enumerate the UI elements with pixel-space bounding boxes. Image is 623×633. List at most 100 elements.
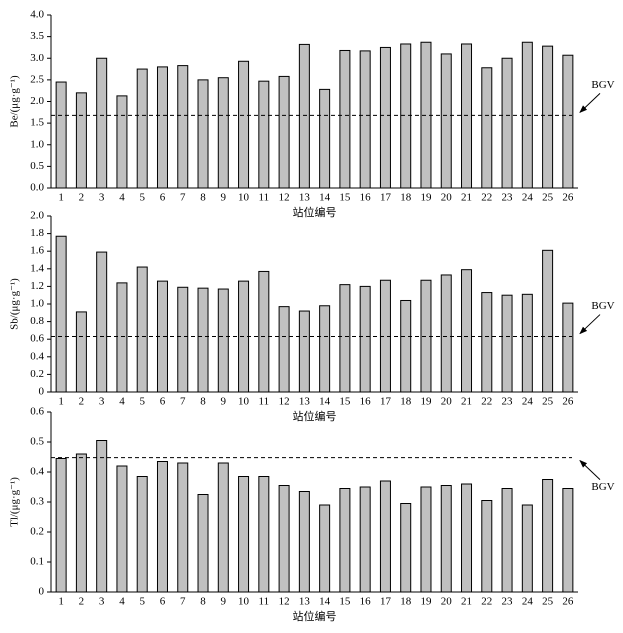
x-tick-label: 12 — [279, 396, 290, 408]
x-tick-label: 18 — [400, 396, 412, 408]
x-tick-label: 7 — [180, 396, 186, 408]
y-tick-label: 0.1 — [30, 556, 44, 568]
x-tick-label: 23 — [502, 396, 514, 408]
reference-arrow — [579, 92, 601, 114]
x-tick-label: 15 — [339, 192, 351, 204]
x-tick-label: 13 — [299, 192, 311, 204]
bar — [319, 88, 331, 189]
y-tick-label: 0.5 — [30, 160, 44, 172]
x-tick-label: 25 — [542, 396, 554, 408]
x-tick-label: 20 — [441, 192, 453, 204]
x-tick-label: 15 — [339, 396, 351, 408]
x-tick-label: 21 — [461, 596, 472, 608]
bar — [379, 480, 391, 593]
bar — [197, 494, 209, 593]
y-tick-label: 0.2 — [30, 526, 44, 538]
bar — [177, 286, 189, 393]
bar — [521, 293, 533, 393]
x-tick-label: 1 — [58, 396, 64, 408]
x-tick-label: 5 — [139, 396, 145, 408]
bar — [136, 68, 148, 189]
x-tick-label: 20 — [441, 596, 453, 608]
reference-label: BGV — [591, 79, 614, 91]
x-tick-label: 4 — [119, 192, 125, 204]
y-tick-label: 2.0 — [30, 95, 44, 107]
bar — [258, 80, 270, 189]
y-tick-label: 1.8 — [30, 227, 44, 239]
x-tick-label: 5 — [139, 192, 145, 204]
bar — [278, 485, 290, 593]
bar — [481, 67, 493, 189]
x-tick-label: 12 — [279, 192, 290, 204]
bar — [258, 270, 270, 393]
bar — [319, 305, 331, 393]
y-tick-label: 2.0 — [30, 210, 44, 222]
bar — [55, 235, 67, 393]
bar — [440, 274, 452, 393]
x-tick-label: 1 — [58, 192, 64, 204]
x-tick-label: 14 — [319, 396, 331, 408]
bar — [298, 43, 310, 189]
x-tick-label: 7 — [180, 596, 186, 608]
bar — [75, 92, 87, 189]
x-tick-label: 19 — [420, 596, 432, 608]
x-tick-label: 21 — [461, 192, 472, 204]
x-tick-label: 7 — [180, 192, 186, 204]
bar — [521, 504, 533, 593]
x-tick-label: 25 — [542, 596, 554, 608]
bar — [562, 302, 574, 393]
bar — [359, 285, 371, 393]
x-tick-label: 18 — [400, 596, 412, 608]
bar — [156, 461, 168, 593]
y-tick-label: 0.4 — [30, 350, 44, 362]
x-axis-title: 站位编号 — [293, 609, 337, 623]
bar — [440, 485, 452, 593]
bar — [217, 77, 229, 189]
x-tick-label: 22 — [481, 396, 492, 408]
x-tick-label: 2 — [79, 396, 85, 408]
y-tick-label: 0.5 — [30, 436, 44, 448]
y-tick-label: 3.0 — [30, 52, 44, 64]
x-tick-label: 2 — [79, 192, 85, 204]
bar — [542, 479, 554, 593]
bar — [136, 476, 148, 593]
x-tick-label: 22 — [481, 596, 492, 608]
y-tick-label: 1.5 — [30, 117, 44, 129]
y-tick-label: 1.2 — [30, 280, 44, 292]
y-tick-label: 1.6 — [30, 245, 44, 257]
x-tick-label: 10 — [238, 596, 250, 608]
x-axis-title: 站位编号 — [293, 205, 337, 219]
y-axis-title: Be/(μg·g⁻¹) — [9, 75, 21, 128]
bar — [156, 66, 168, 189]
bar — [319, 504, 331, 593]
x-tick-label: 24 — [522, 596, 534, 608]
x-tick-label: 10 — [238, 192, 250, 204]
bar — [298, 491, 310, 593]
bar — [238, 476, 250, 593]
bar — [440, 53, 452, 189]
x-tick-label: 21 — [461, 396, 472, 408]
bar — [400, 503, 412, 593]
x-tick-label: 11 — [259, 396, 270, 408]
bar — [420, 486, 432, 593]
bar — [278, 75, 290, 189]
x-tick-label: 26 — [562, 192, 574, 204]
x-tick-label: 9 — [221, 396, 227, 408]
bar — [197, 287, 209, 393]
x-tick-label: 17 — [380, 596, 392, 608]
bar — [542, 249, 554, 393]
bar — [501, 488, 513, 593]
y-tick-label: 1.0 — [30, 298, 44, 310]
bar — [359, 50, 371, 189]
bar — [461, 269, 473, 393]
x-tick-label: 16 — [360, 596, 372, 608]
x-tick-label: 3 — [99, 596, 105, 608]
bar — [562, 488, 574, 593]
bar — [55, 81, 67, 189]
bar — [278, 306, 290, 393]
y-tick-label: 0.0 — [30, 182, 44, 194]
bar — [116, 282, 128, 393]
x-tick-label: 24 — [522, 192, 534, 204]
reference-arrow — [579, 459, 601, 480]
x-axis-title: 站位编号 — [293, 409, 337, 423]
